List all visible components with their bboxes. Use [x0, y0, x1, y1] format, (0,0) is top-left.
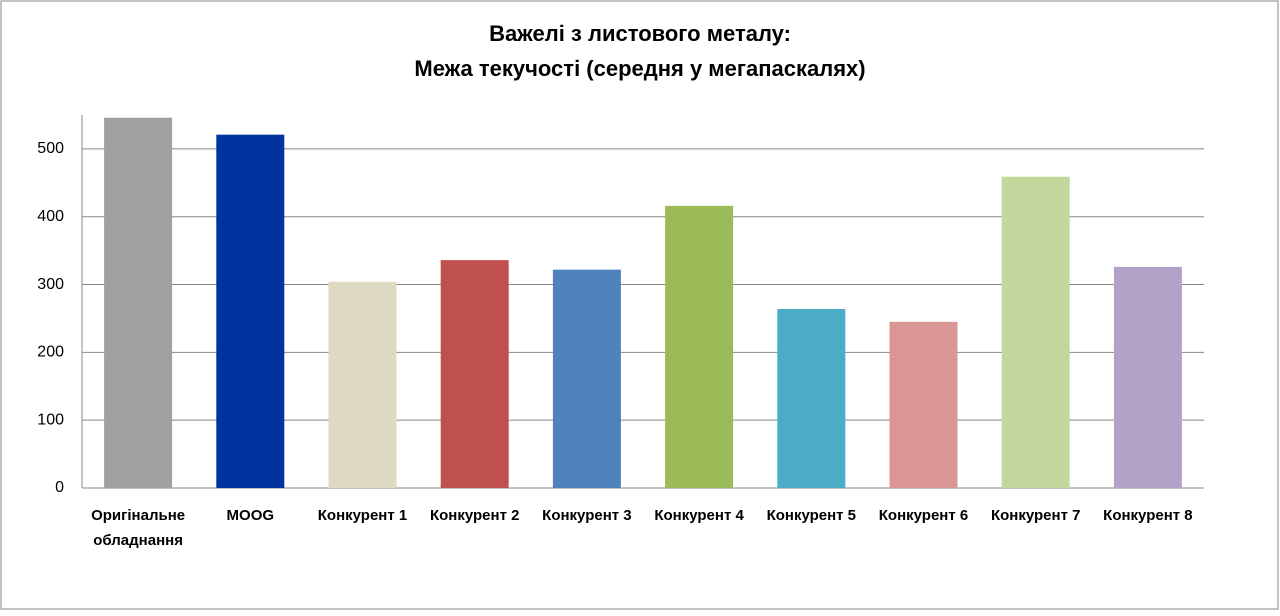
y-tick-label: 200: [37, 344, 64, 361]
bar: [665, 205, 734, 489]
x-tick-label: Оригінальне обладнання: [91, 507, 185, 549]
bar: [104, 117, 173, 488]
x-tick-label: Конкурент 1: [318, 507, 407, 524]
y-tick-label: 100: [37, 411, 64, 428]
bar: [440, 260, 509, 488]
y-tick-label: 500: [37, 140, 64, 157]
bar: [1001, 176, 1070, 488]
bar: [328, 281, 397, 488]
y-tick-label: 300: [37, 276, 64, 293]
x-tick-label: Конкурент 5: [767, 507, 856, 524]
chart-title: Важелі з листового металу:: [489, 21, 791, 46]
x-tick-label: Конкурент 8: [1103, 507, 1192, 524]
x-tick-label-line: обладнання: [93, 532, 183, 549]
y-tick-label: 0: [55, 479, 64, 496]
bar: [1113, 266, 1182, 488]
bar: [216, 134, 285, 488]
bar: [777, 308, 846, 488]
x-tick-label: Конкурент 4: [654, 507, 744, 524]
bar: [552, 269, 621, 488]
x-tick-label: MOOG: [227, 507, 275, 524]
x-tick-label-line: Оригінальне: [91, 507, 185, 524]
x-tick-label: Конкурент 2: [430, 507, 519, 524]
y-tick-label: 400: [37, 208, 64, 225]
chart-subtitle: Межа текучості (середня у мегапаскалях): [414, 56, 865, 81]
bar: [889, 321, 958, 488]
x-tick-label: Конкурент 6: [879, 507, 968, 524]
x-tick-label: Конкурент 7: [991, 507, 1080, 524]
x-tick-label: Конкурент 3: [542, 507, 631, 524]
